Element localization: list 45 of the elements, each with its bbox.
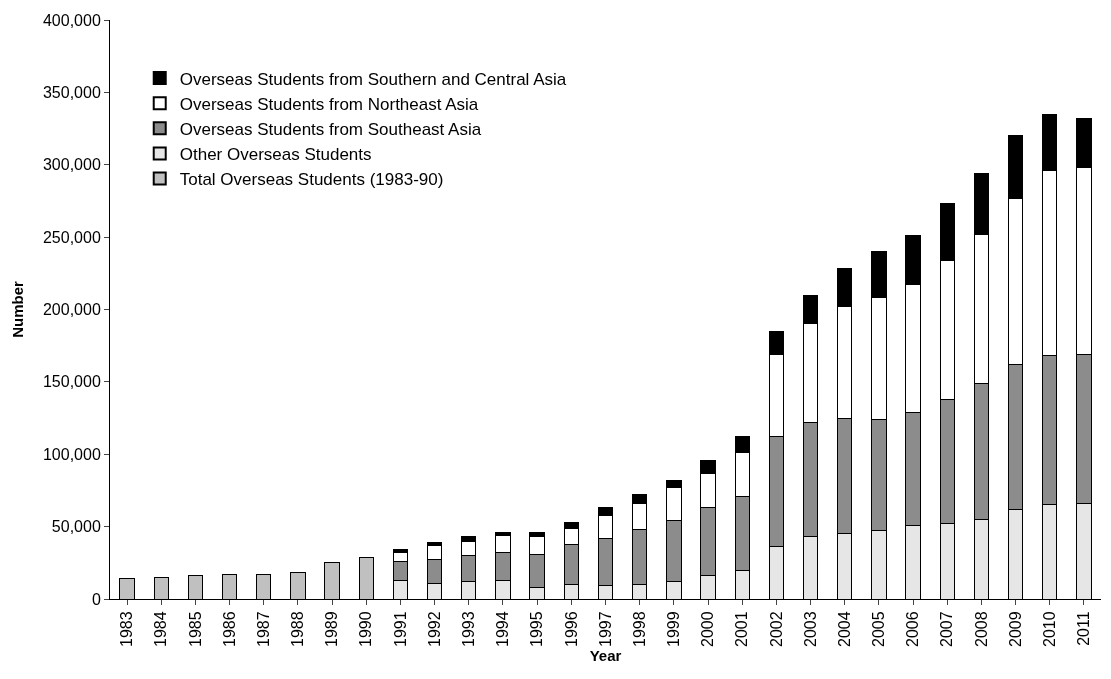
x-tick-label: 1993	[460, 611, 478, 647]
x-tick-label: 1991	[391, 611, 409, 647]
y-tick-label: 0	[91, 590, 101, 608]
x-tick-label: 1986	[220, 611, 238, 647]
x-tick-label: 1992	[425, 611, 443, 647]
x-tick-label: 1999	[665, 611, 683, 647]
x-tick-label: 2001	[733, 611, 751, 647]
y-tick-label: 200,000	[42, 301, 101, 319]
y-tick-label: 400,000	[42, 11, 101, 29]
legend-label: Overseas Students from Southeast Asia	[179, 119, 482, 139]
y-tick-label: 350,000	[42, 83, 101, 101]
x-tick-label: 2009	[1006, 611, 1024, 647]
x-tick-label: 1987	[254, 611, 272, 647]
y-tick-label: 250,000	[42, 228, 101, 246]
x-tick-label: 1997	[596, 611, 614, 647]
legend-label: Overseas Students from Southern and Central Asia	[179, 69, 567, 89]
x-tick-label: 2010	[1040, 611, 1058, 647]
x-tick-label: 1995	[528, 611, 546, 647]
x-tick-label: 2002	[767, 611, 785, 647]
x-tick-label: 1984	[152, 611, 170, 647]
x-tick-label: 1994	[494, 611, 512, 647]
x-tick-label: 1990	[357, 611, 375, 647]
x-tick-label: 2008	[972, 611, 990, 647]
x-tick-label: 1988	[289, 611, 307, 647]
x-tick-label: 1989	[323, 611, 341, 647]
y-tick-label: 100,000	[42, 445, 101, 463]
y-tick-label: 300,000	[42, 156, 101, 174]
x-tick-label: 2011	[1075, 611, 1093, 646]
x-tick-label: 1983	[118, 611, 136, 647]
legend-label: Overseas Students from Northeast Asia	[179, 94, 479, 114]
y-tick-label: 50,000	[51, 518, 101, 536]
x-axis-title: Year	[589, 646, 622, 664]
x-tick-label: 2003	[801, 611, 819, 647]
x-tick-label: 2006	[904, 611, 922, 647]
x-tick-label: 1996	[562, 611, 580, 647]
legend-label: Other Overseas Students	[179, 145, 372, 165]
x-tick-label: 2005	[870, 611, 888, 647]
x-tick-label: 2004	[835, 611, 853, 647]
y-tick-label: 150,000	[42, 373, 101, 391]
y-axis-title: Number	[9, 281, 27, 338]
x-tick-label: 1985	[186, 611, 204, 647]
x-tick-label: 2007	[938, 611, 956, 647]
legend-label: Total Overseas Students (1983-90)	[179, 170, 444, 190]
x-tick-label: 2000	[699, 611, 717, 647]
x-tick-label: 1998	[630, 611, 648, 647]
